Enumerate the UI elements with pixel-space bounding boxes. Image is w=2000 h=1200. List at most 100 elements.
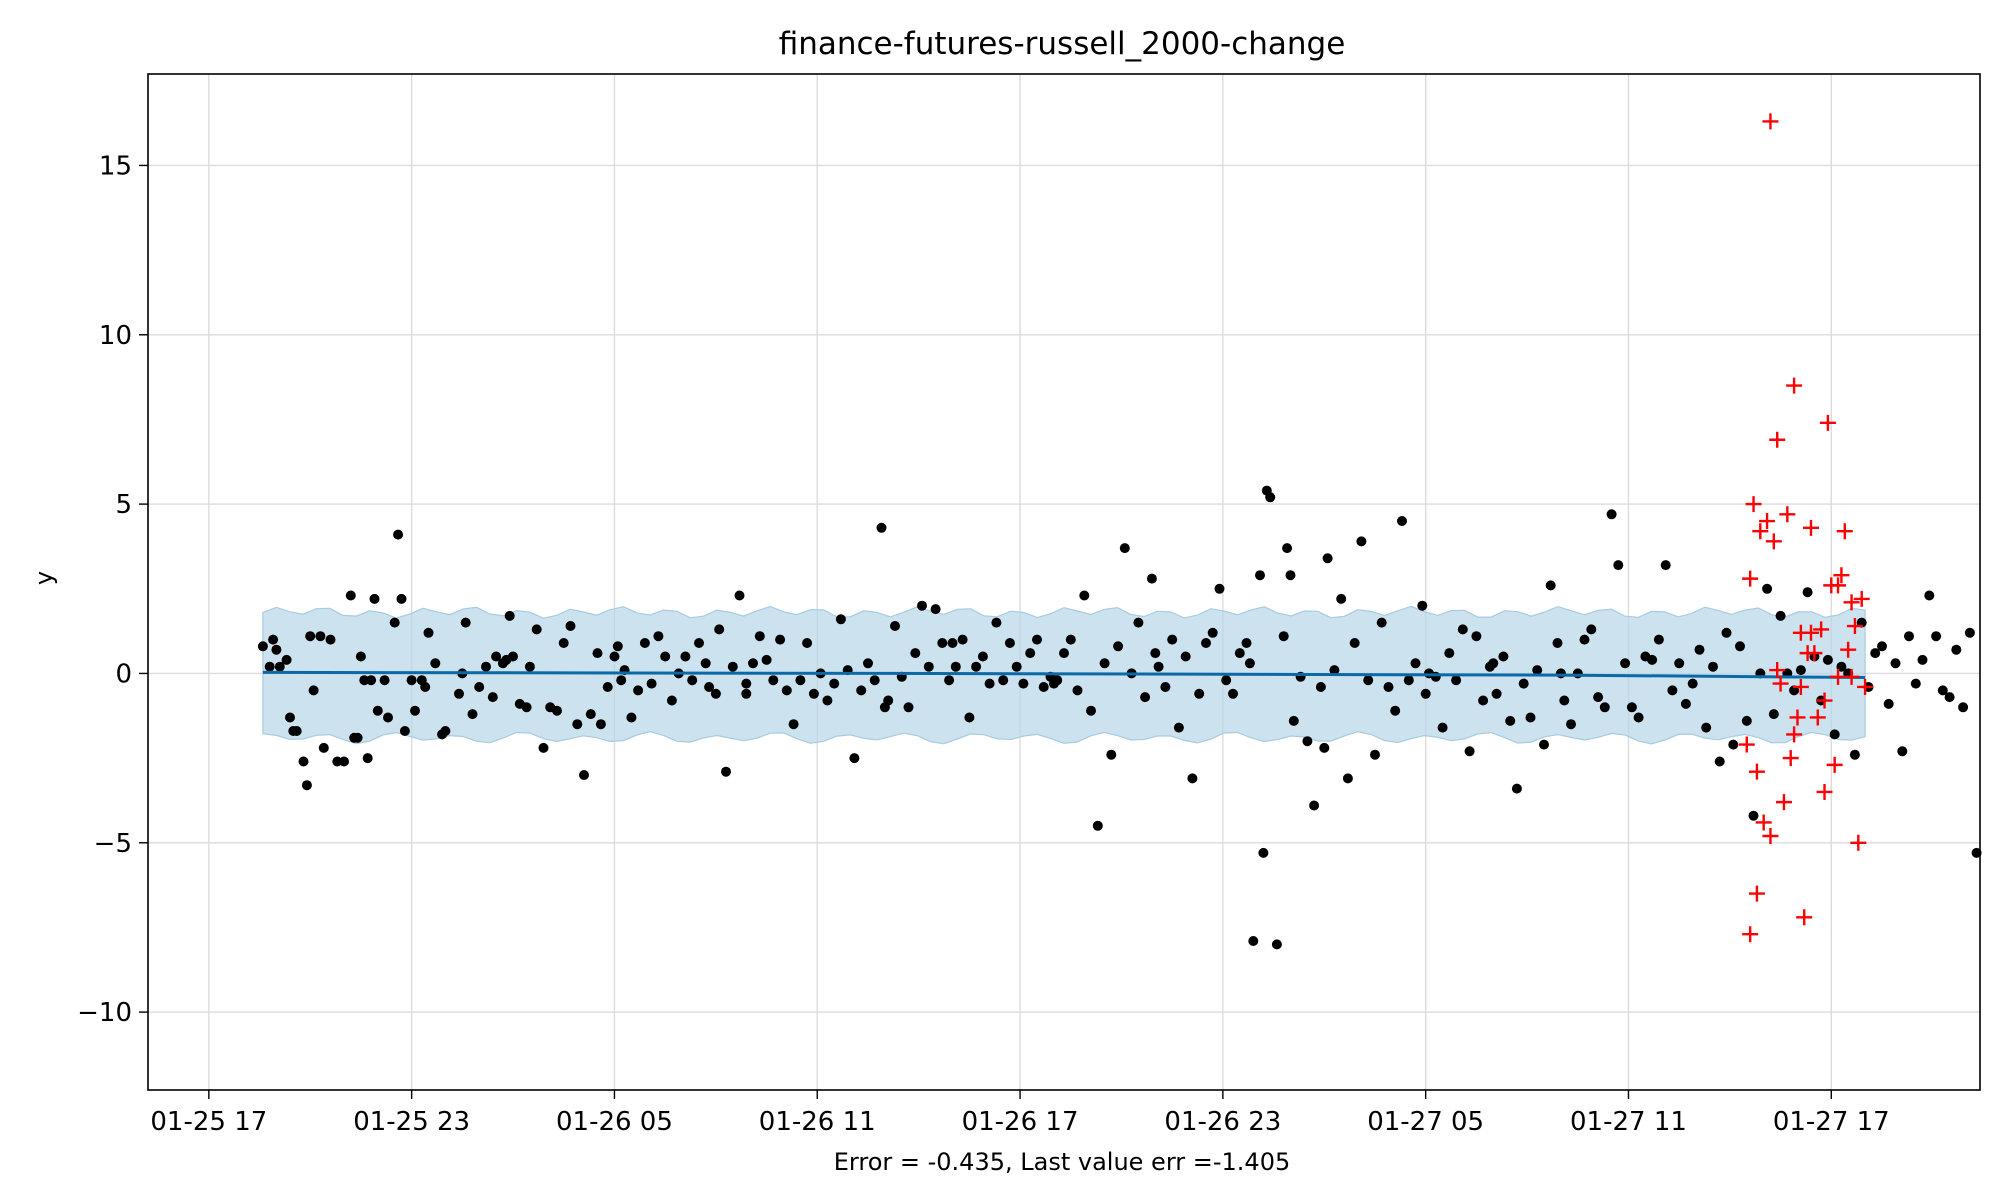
observed-point bbox=[1383, 682, 1394, 692]
observed-point bbox=[1173, 722, 1184, 733]
observed-point bbox=[1572, 668, 1583, 679]
observed-point bbox=[1904, 631, 1914, 642]
observed-point bbox=[1721, 627, 1732, 638]
observed-point bbox=[399, 726, 410, 736]
observed-point bbox=[1265, 492, 1276, 503]
test-point bbox=[1772, 675, 1789, 692]
observed-point bbox=[1822, 654, 1833, 665]
x-tick-label: 01-25 17 bbox=[150, 1107, 267, 1137]
observed-point bbox=[775, 634, 786, 645]
observed-point bbox=[1518, 678, 1529, 689]
observed-point bbox=[829, 678, 840, 689]
observed-point bbox=[1525, 712, 1536, 723]
y-tick-label: −5 bbox=[94, 829, 132, 859]
observed-point bbox=[552, 705, 562, 716]
test-point bbox=[1809, 709, 1826, 726]
observed-point bbox=[802, 638, 813, 648]
test-point bbox=[1765, 533, 1782, 550]
observed-point bbox=[754, 631, 765, 642]
test-point bbox=[1843, 668, 1860, 685]
observed-point bbox=[325, 634, 336, 645]
y-axis-ticks: −10 −5 0 5 10 15 bbox=[77, 151, 148, 1028]
observed-point bbox=[572, 719, 583, 730]
observed-point bbox=[680, 651, 691, 662]
observed-point bbox=[271, 644, 282, 655]
observed-point bbox=[1160, 682, 1171, 692]
observed-point bbox=[626, 712, 637, 723]
chart-title: finance-futures-russell_2000-change bbox=[779, 26, 1346, 62]
observed-point bbox=[1555, 668, 1566, 679]
observed-point bbox=[944, 675, 955, 686]
observed-point bbox=[1271, 939, 1282, 950]
observed-point bbox=[1342, 773, 1353, 784]
x-tick-label: 01-25 23 bbox=[353, 1107, 470, 1137]
observed-point bbox=[869, 675, 880, 686]
observed-point bbox=[1735, 641, 1745, 652]
observed-point bbox=[1498, 651, 1509, 662]
observed-point bbox=[1285, 570, 1296, 581]
observed-point bbox=[1924, 590, 1935, 601]
observed-point bbox=[558, 638, 569, 648]
observed-point bbox=[301, 780, 312, 791]
observed-point bbox=[687, 675, 698, 686]
observed-point bbox=[1762, 583, 1773, 594]
test-point bbox=[1738, 736, 1755, 753]
observed-point bbox=[1150, 648, 1161, 659]
test-point bbox=[1816, 692, 1833, 709]
observed-point bbox=[383, 712, 393, 723]
observed-point bbox=[1234, 648, 1245, 659]
observed-point bbox=[1701, 722, 1712, 733]
observed-point bbox=[288, 726, 299, 736]
observed-point bbox=[1897, 746, 1908, 757]
observed-point bbox=[1653, 634, 1664, 645]
observed-point bbox=[345, 590, 356, 601]
observed-point bbox=[1376, 617, 1387, 628]
observed-point bbox=[1319, 742, 1330, 753]
observed-point bbox=[1099, 658, 1110, 669]
observed-point bbox=[454, 688, 464, 699]
observed-point bbox=[1288, 715, 1299, 726]
observed-point bbox=[1336, 593, 1347, 604]
observed-point bbox=[694, 638, 704, 648]
observed-point bbox=[285, 712, 295, 723]
y-tick-label: 10 bbox=[99, 321, 132, 351]
observed-point bbox=[1255, 570, 1265, 581]
test-point bbox=[1792, 678, 1809, 695]
observed-point bbox=[1660, 560, 1671, 571]
observed-point bbox=[768, 675, 779, 686]
observed-point bbox=[1315, 682, 1326, 692]
observed-point bbox=[781, 685, 792, 696]
observed-point bbox=[1478, 695, 1489, 706]
observed-point bbox=[741, 678, 752, 689]
observed-point bbox=[393, 529, 404, 540]
observed-point bbox=[1877, 641, 1887, 652]
observed-point bbox=[1917, 654, 1928, 665]
observed-point bbox=[1593, 692, 1604, 703]
test-point bbox=[1846, 618, 1863, 635]
observed-point bbox=[369, 593, 380, 604]
observed-point bbox=[474, 682, 485, 692]
observed-point bbox=[1488, 658, 1499, 669]
observed-point bbox=[274, 661, 285, 672]
observed-point bbox=[531, 624, 542, 635]
observed-point bbox=[653, 631, 664, 642]
x-tick-label: 01-27 17 bbox=[1773, 1107, 1890, 1137]
observed-point bbox=[879, 702, 890, 713]
observed-point bbox=[1606, 509, 1617, 520]
observed-point bbox=[1065, 634, 1076, 645]
test-point bbox=[1779, 506, 1796, 523]
y-tick-label: −10 bbox=[77, 998, 132, 1028]
observed-point bbox=[917, 600, 927, 611]
observed-point bbox=[1410, 658, 1421, 669]
observed-point bbox=[1092, 820, 1103, 831]
observed-point bbox=[1620, 658, 1631, 669]
observed-point bbox=[538, 742, 549, 753]
y-axis-label: y bbox=[30, 571, 58, 585]
observed-point bbox=[1370, 749, 1380, 760]
test-point bbox=[1755, 814, 1772, 831]
observed-point bbox=[315, 631, 326, 642]
observed-point bbox=[430, 658, 441, 669]
observed-point bbox=[646, 678, 657, 689]
observed-point bbox=[1201, 638, 1211, 648]
observed-point bbox=[795, 675, 806, 686]
